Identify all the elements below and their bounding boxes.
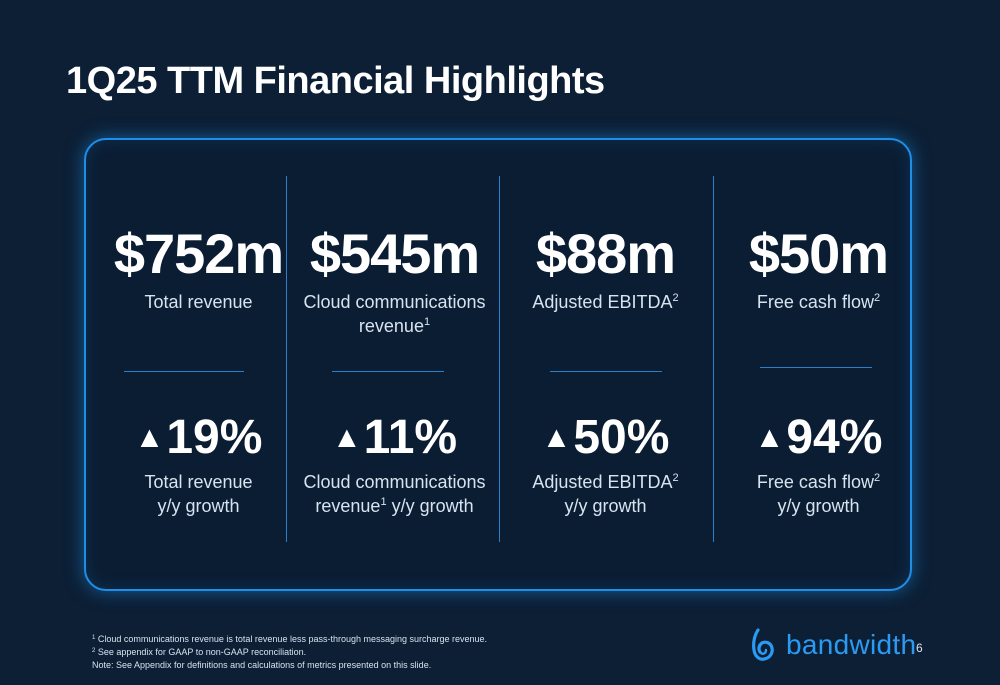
- up-triangle-icon: ▲: [331, 421, 362, 454]
- bandwidth-logo: bandwidth: [750, 628, 916, 662]
- metric-divider: [550, 371, 662, 372]
- growth-value: ▲94%: [754, 411, 883, 464]
- footnote-2: 2 See appendix for GAAP to non-GAAP reco…: [92, 647, 307, 657]
- growth-value: ▲19%: [134, 411, 263, 464]
- column-divider: [713, 176, 714, 542]
- metric-label: Adjusted EBITDA2: [532, 292, 679, 312]
- metric-label: Cloud communications revenue1: [303, 292, 486, 336]
- footnote-1: 1 Cloud communications revenue is total …: [92, 634, 488, 644]
- metric-column-free-cash-flow: $50m Free cash flow2 ▲94% Free cash flow…: [716, 140, 921, 589]
- column-divider: [286, 176, 287, 542]
- footnote-note: Note: See Appendix for definitions and c…: [92, 660, 432, 670]
- metric-value: $88m: [535, 222, 676, 285]
- column-divider: [499, 176, 500, 542]
- growth-label: Free cash flow2 y/y growth: [756, 472, 881, 516]
- up-triangle-icon: ▲: [754, 421, 785, 454]
- metric-divider: [124, 371, 244, 372]
- footnotes: 1 Cloud communications revenue is total …: [92, 633, 487, 672]
- growth-label: Cloud communications revenue1 y/y growth: [303, 472, 486, 516]
- metric-column-total-revenue: $752m Total revenue ▲19% Total revenue y…: [96, 140, 301, 589]
- metric-divider: [760, 367, 872, 368]
- metric-column-cloud-revenue: $545m Cloud communications revenue1 ▲11%…: [292, 140, 497, 589]
- growth-label: Total revenue y/y growth: [144, 472, 253, 516]
- metric-value: $545m: [309, 222, 480, 285]
- bandwidth-logo-icon: [752, 628, 774, 661]
- metric-divider: [332, 371, 444, 372]
- metric-label: Free cash flow2: [756, 292, 881, 312]
- metric-label: Total revenue: [144, 292, 253, 312]
- metric-value: $50m: [748, 222, 889, 285]
- up-triangle-icon: ▲: [541, 421, 572, 454]
- growth-value: ▲11%: [331, 411, 458, 464]
- highlights-panel: $752m Total revenue ▲19% Total revenue y…: [84, 138, 912, 591]
- page-number: 6: [916, 641, 923, 655]
- up-triangle-icon: ▲: [134, 421, 165, 454]
- growth-label: Adjusted EBITDA2 y/y growth: [532, 472, 679, 516]
- growth-value: ▲50%: [541, 411, 670, 464]
- metric-column-adjusted-ebitda: $88m Adjusted EBITDA2 ▲50% Adjusted EBIT…: [503, 140, 708, 589]
- slide-title: 1Q25 TTM Financial Highlights: [66, 60, 605, 102]
- logo-text: bandwidth: [786, 629, 917, 660]
- metric-value: $752m: [113, 222, 284, 285]
